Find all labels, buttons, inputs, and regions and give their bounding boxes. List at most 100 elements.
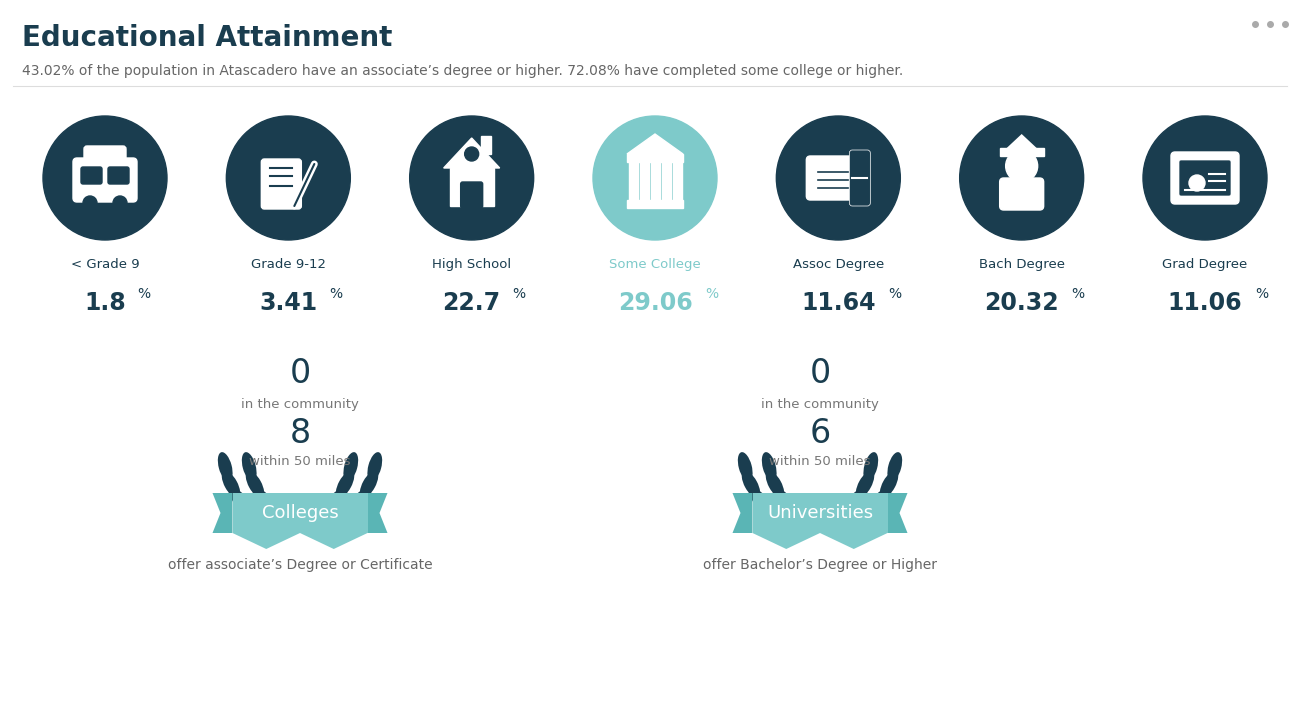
Text: 22.7: 22.7 <box>442 291 501 315</box>
Polygon shape <box>368 493 387 533</box>
Ellipse shape <box>239 502 264 522</box>
Circle shape <box>43 116 166 240</box>
Ellipse shape <box>742 471 760 498</box>
Ellipse shape <box>251 513 280 529</box>
Text: %: % <box>136 287 150 301</box>
Text: within 50 miles: within 50 miles <box>250 455 351 468</box>
FancyBboxPatch shape <box>640 162 649 202</box>
Circle shape <box>410 116 534 240</box>
Text: 11.06: 11.06 <box>1167 291 1243 315</box>
Ellipse shape <box>762 452 776 481</box>
Text: 3.41: 3.41 <box>259 291 317 315</box>
FancyBboxPatch shape <box>1179 160 1231 196</box>
Polygon shape <box>888 493 907 533</box>
FancyBboxPatch shape <box>81 167 101 184</box>
Ellipse shape <box>738 452 753 481</box>
Text: in the community: in the community <box>240 397 359 410</box>
FancyBboxPatch shape <box>1000 148 1044 156</box>
FancyBboxPatch shape <box>481 136 490 154</box>
Polygon shape <box>212 493 233 533</box>
Text: %: % <box>512 287 525 301</box>
Ellipse shape <box>855 471 874 498</box>
FancyBboxPatch shape <box>1000 178 1044 210</box>
FancyBboxPatch shape <box>627 200 683 208</box>
Circle shape <box>776 116 901 240</box>
Text: 20.32: 20.32 <box>984 291 1060 315</box>
Text: %: % <box>329 287 342 301</box>
Circle shape <box>959 116 1084 240</box>
Ellipse shape <box>348 488 372 512</box>
Text: 6: 6 <box>810 417 831 450</box>
Ellipse shape <box>343 452 359 481</box>
Circle shape <box>83 196 98 210</box>
Text: 0: 0 <box>810 357 831 390</box>
FancyBboxPatch shape <box>233 493 368 533</box>
Ellipse shape <box>304 518 334 532</box>
FancyBboxPatch shape <box>662 162 671 202</box>
Text: Educational Attainment: Educational Attainment <box>22 24 393 52</box>
Ellipse shape <box>242 452 256 481</box>
Text: Colleges: Colleges <box>261 504 338 522</box>
Polygon shape <box>627 134 683 154</box>
Ellipse shape <box>321 513 348 529</box>
Ellipse shape <box>296 513 325 529</box>
Ellipse shape <box>263 502 289 522</box>
Ellipse shape <box>218 452 233 481</box>
Ellipse shape <box>276 513 303 529</box>
Ellipse shape <box>252 488 276 512</box>
Ellipse shape <box>290 518 320 532</box>
Text: Universities: Universities <box>767 504 874 522</box>
FancyBboxPatch shape <box>450 168 494 206</box>
FancyBboxPatch shape <box>849 150 870 206</box>
FancyBboxPatch shape <box>806 156 858 200</box>
Ellipse shape <box>880 471 898 498</box>
Circle shape <box>1190 175 1205 191</box>
FancyBboxPatch shape <box>73 158 136 202</box>
Polygon shape <box>443 138 499 168</box>
Text: within 50 miles: within 50 miles <box>770 455 871 468</box>
Circle shape <box>113 196 127 210</box>
Ellipse shape <box>868 488 892 512</box>
Text: < Grade 9: < Grade 9 <box>70 258 139 271</box>
Ellipse shape <box>816 513 845 529</box>
Ellipse shape <box>325 488 347 512</box>
Text: Grade 9-12: Grade 9-12 <box>251 258 326 271</box>
Ellipse shape <box>360 471 378 498</box>
FancyBboxPatch shape <box>672 162 681 202</box>
FancyBboxPatch shape <box>628 162 637 202</box>
Circle shape <box>226 116 350 240</box>
Text: %: % <box>1254 287 1268 301</box>
Ellipse shape <box>796 513 823 529</box>
Circle shape <box>464 147 478 161</box>
Ellipse shape <box>801 518 831 532</box>
Text: 0: 0 <box>290 357 311 390</box>
FancyBboxPatch shape <box>108 167 129 184</box>
Circle shape <box>1143 116 1268 240</box>
Ellipse shape <box>772 488 796 512</box>
Text: 8: 8 <box>290 417 311 450</box>
Text: 11.64: 11.64 <box>801 291 876 315</box>
Ellipse shape <box>783 502 809 522</box>
Ellipse shape <box>785 518 815 532</box>
Ellipse shape <box>749 488 771 512</box>
Ellipse shape <box>845 488 867 512</box>
Ellipse shape <box>771 513 800 529</box>
Text: offer Bachelor’s Degree or Higher: offer Bachelor’s Degree or Higher <box>703 558 937 572</box>
Text: %: % <box>705 287 718 301</box>
Text: Grad Degree: Grad Degree <box>1162 258 1248 271</box>
FancyBboxPatch shape <box>84 146 126 165</box>
Ellipse shape <box>824 518 854 532</box>
Text: 29.06: 29.06 <box>618 291 693 315</box>
Text: 1.8: 1.8 <box>84 291 126 315</box>
Text: 43.02% of the population in Atascadero have an associate’s degree or higher. 72.: 43.02% of the population in Atascadero h… <box>22 64 903 78</box>
FancyBboxPatch shape <box>627 154 683 162</box>
Ellipse shape <box>222 471 240 498</box>
Text: Assoc Degree: Assoc Degree <box>793 258 884 271</box>
Polygon shape <box>300 533 368 549</box>
Ellipse shape <box>888 452 902 481</box>
Polygon shape <box>753 533 820 549</box>
Ellipse shape <box>368 452 382 481</box>
Ellipse shape <box>335 502 361 522</box>
Ellipse shape <box>265 518 295 532</box>
Polygon shape <box>820 533 888 549</box>
